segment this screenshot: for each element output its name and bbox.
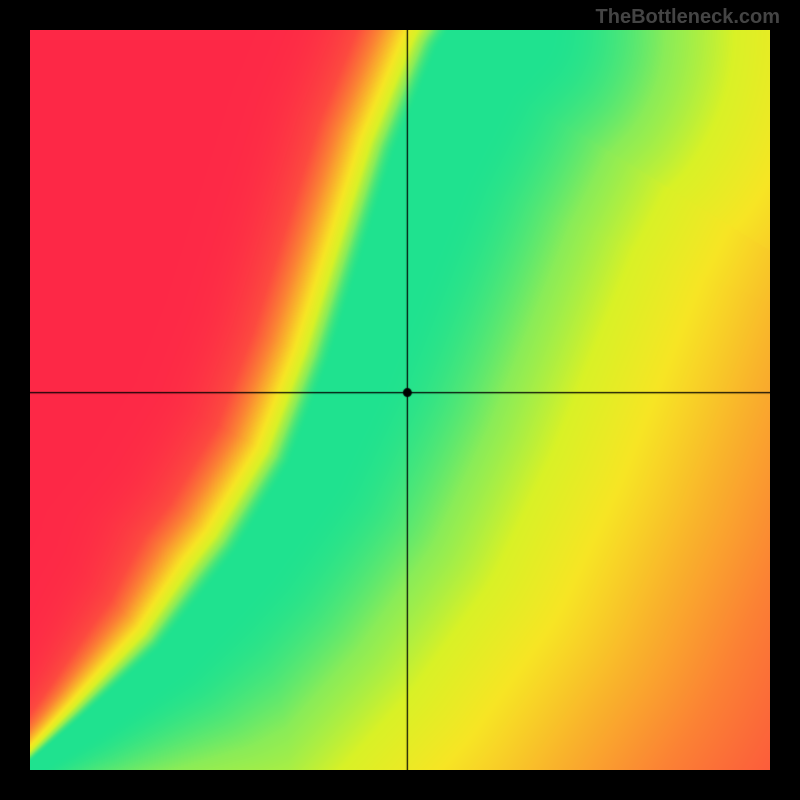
chart-container: TheBottleneck.com — [0, 0, 800, 800]
heatmap-canvas — [30, 30, 770, 770]
heatmap-chart — [30, 30, 770, 770]
watermark-text: TheBottleneck.com — [596, 6, 780, 29]
